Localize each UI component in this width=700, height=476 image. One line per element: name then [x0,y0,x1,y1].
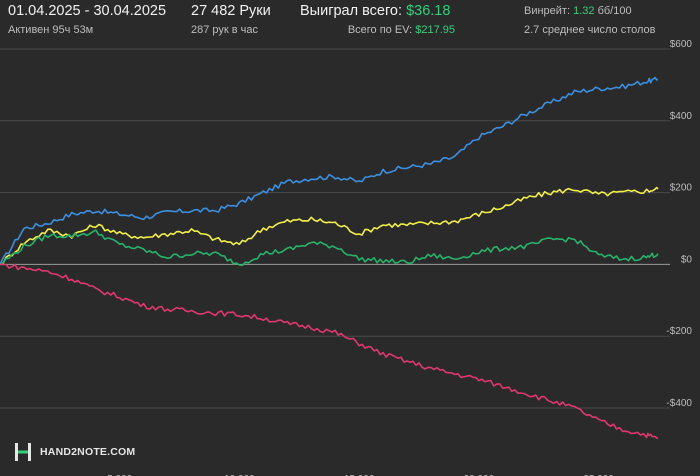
series-line [0,229,659,267]
y-tick-label: -$400 [666,398,692,409]
x-tick-label: 10 000 [224,474,255,476]
won-total: Выиграл всего: $36.18 [300,3,450,19]
y-tick-label: $600 [670,40,693,50]
winrate-label: Винрейт: [524,5,571,17]
hand2note-logo: HAND2NOTE.COM [12,441,135,463]
y-tick-label: $0 [681,254,693,265]
ev-label: Всего по EV: [347,24,413,36]
winrate: Винрейт: 1.32 бб/100 [524,5,632,17]
won-value: $36.18 [406,3,451,19]
graph-chart: $600 $400 $200 $0 -$200 -$400 5 000 10 000 15 00… [0,40,693,476]
ev-value: $217.95 [415,24,455,36]
winrate-unit: бб/100 [597,5,632,17]
avg-tables: 2.7 среднее число столов [524,24,656,36]
ev-total: Всего по EV: $217.95 [348,24,455,36]
x-tick-label: 25 000 [583,474,614,476]
x-tick-label: 15 000 [344,474,375,476]
won-label: Выиграл всего: [300,3,403,19]
x-tick-label: 5 000 [107,474,132,476]
hands-count: 27 482 Руки [191,3,271,19]
logo-text: HAND2NOTE.COM [40,446,136,458]
date-range: 01.04.2025 - 30.04.2025 [8,3,167,19]
stats-header: 01.04.2025 - 30.04.2025 Активен 95ч 53м … [0,0,700,40]
hand2note-logo-icon [15,443,31,461]
active-time: Активен 95ч 53м [8,24,94,36]
x-tick-label: 20 000 [464,474,495,476]
y-tick-label: $200 [670,183,693,194]
hands-per-hour: 287 рук в час [191,24,259,36]
series-line [0,186,659,266]
series-line [0,76,659,265]
y-tick-label: $400 [670,111,693,122]
winrate-value: 1.32 [573,5,595,17]
y-tick-label: -$200 [666,326,692,337]
series-line [0,263,659,440]
